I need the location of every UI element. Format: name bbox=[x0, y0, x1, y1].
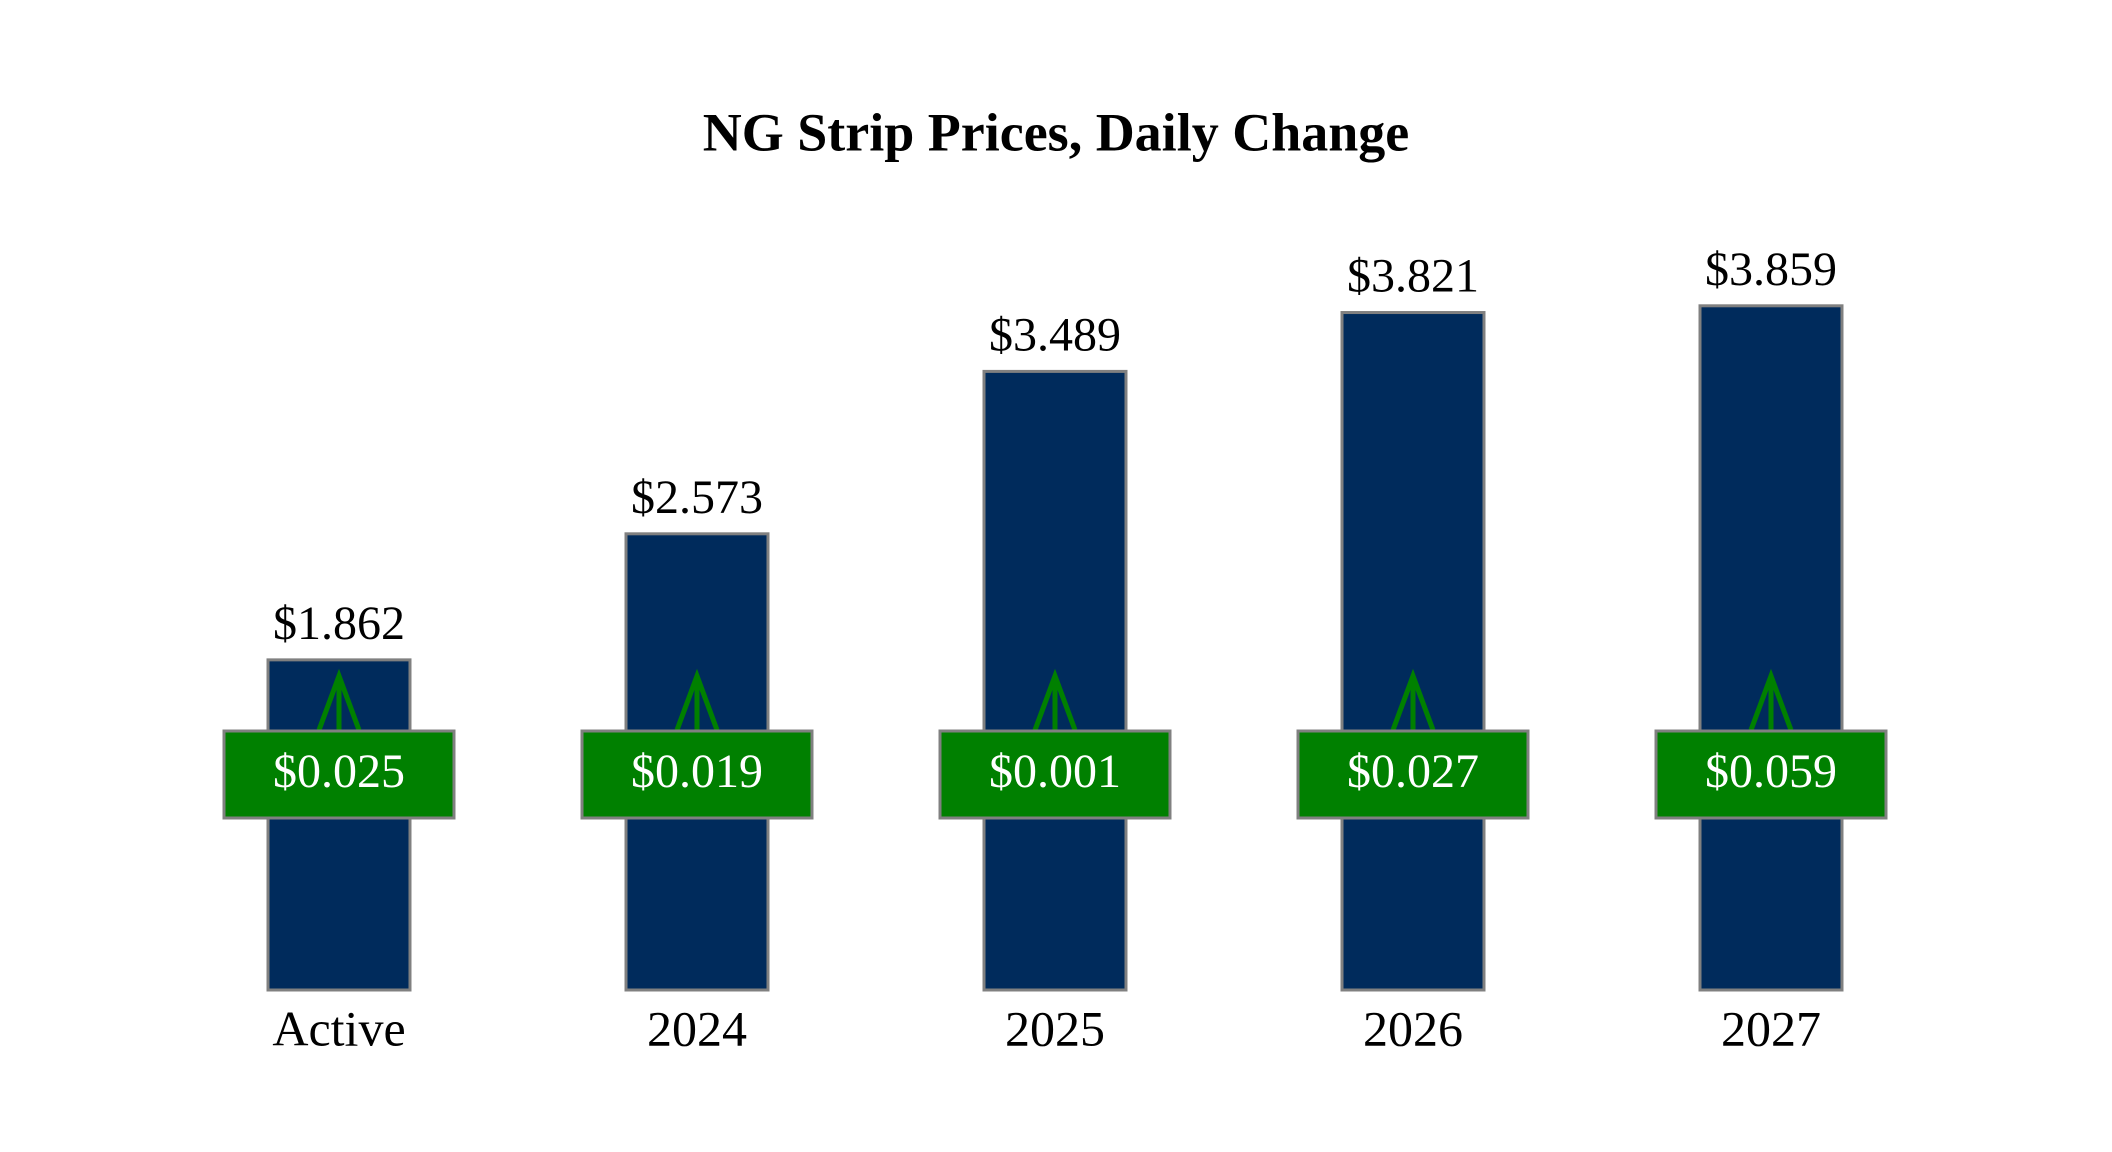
x-tick-label: 2026 bbox=[1363, 1000, 1463, 1056]
change-label: $0.027 bbox=[1347, 745, 1479, 798]
bar bbox=[1340, 311, 1486, 992]
change-box bbox=[938, 729, 1172, 820]
x-tick-label: 2027 bbox=[1721, 1000, 1821, 1056]
value-label: $3.489 bbox=[989, 308, 1121, 361]
x-tick-label: 2025 bbox=[1005, 1000, 1105, 1056]
change-box bbox=[580, 729, 814, 820]
change-label: $0.059 bbox=[1705, 745, 1837, 798]
arrow-head bbox=[316, 668, 362, 731]
arrow-head bbox=[1748, 668, 1794, 731]
x-tick-label: Active bbox=[272, 1000, 405, 1056]
change-box bbox=[1654, 729, 1888, 820]
change-label: $0.025 bbox=[273, 745, 405, 798]
value-label: $3.859 bbox=[1705, 243, 1837, 296]
arrow-head bbox=[674, 668, 720, 731]
change-label: $0.019 bbox=[631, 745, 763, 798]
change-box bbox=[1296, 729, 1530, 820]
change-box bbox=[222, 729, 456, 820]
x-tick-label: 2024 bbox=[647, 1000, 747, 1056]
arrow-head bbox=[1032, 668, 1078, 731]
chart-title: NG Strip Prices, Daily Change bbox=[703, 102, 1409, 162]
value-label: $2.573 bbox=[631, 471, 763, 524]
change-label: $0.001 bbox=[989, 745, 1121, 798]
value-label: $1.862 bbox=[273, 597, 405, 650]
bar bbox=[1698, 304, 1844, 992]
arrow-head bbox=[1390, 668, 1436, 731]
value-label: $3.821 bbox=[1347, 250, 1479, 303]
